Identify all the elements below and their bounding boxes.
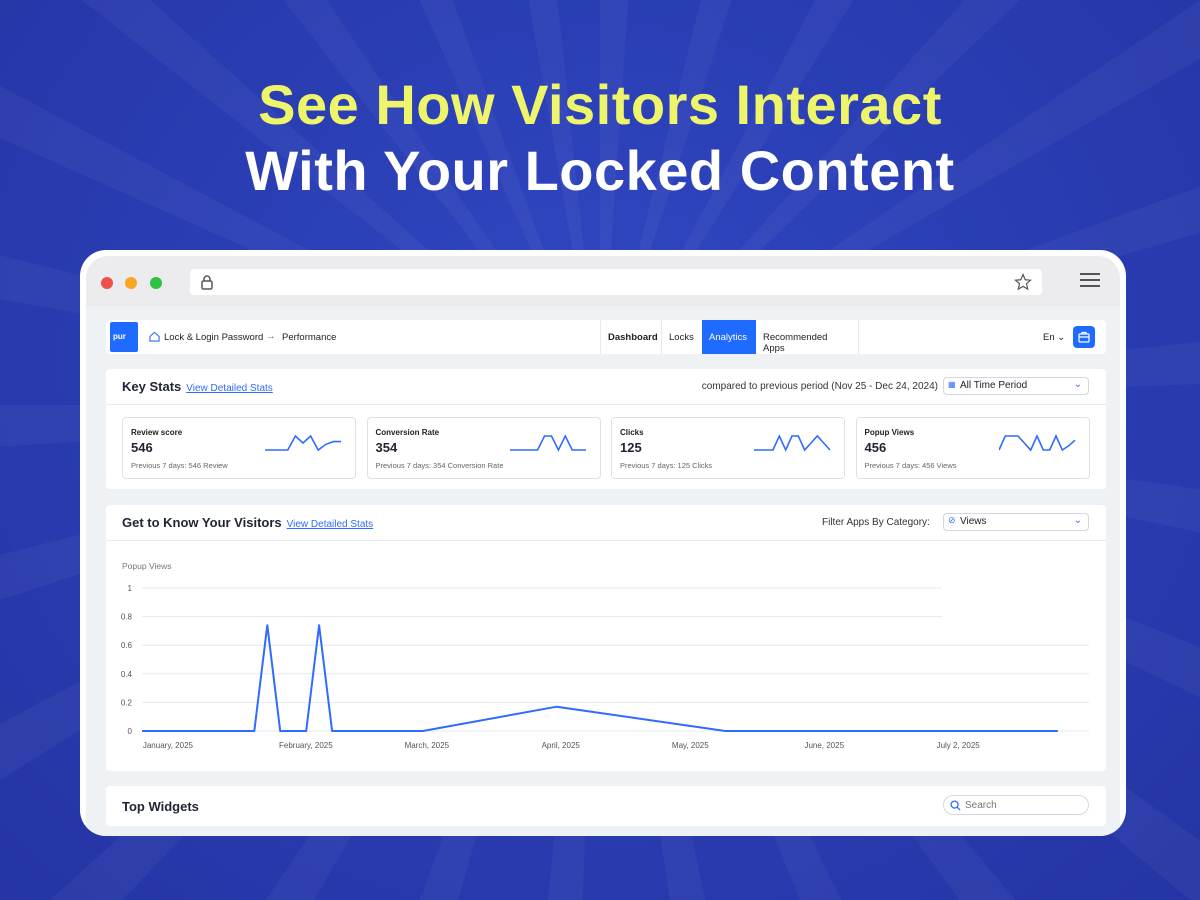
stat-label: Review score	[131, 428, 183, 437]
x-tick-label: January, 2025	[143, 741, 194, 750]
address-bar[interactable]	[190, 269, 1042, 295]
chevron-down-icon: ⌄	[1073, 515, 1082, 526]
popup-views-chart: Popup Views 1 0.8 0.6 0.4 0.2 0 January, 2025 Fe…	[121, 561, 1089, 750]
y-tick-label: 0.2	[121, 698, 133, 707]
breadcrumb-current: Performance	[282, 332, 337, 343]
tab-recommended-apps[interactable]: Recommended Apps	[756, 320, 859, 354]
stat-card: Review score 546 Previous 7 days: 546 Re…	[122, 417, 356, 479]
sparkline	[754, 434, 831, 452]
stat-previous: Previous 7 days: 546 Review	[131, 461, 228, 470]
stat-value: 546	[131, 440, 153, 455]
stat-label: Popup Views	[864, 428, 915, 437]
app-content: pur Lock & Login Password → Performance …	[86, 306, 1120, 836]
chevron-down-icon: ⌄	[1073, 379, 1082, 390]
sparkline	[509, 434, 586, 452]
stat-previous: Previous 7 days: 456 Views	[864, 461, 957, 470]
logo: pur	[110, 322, 138, 352]
hamburger-menu-icon[interactable]	[1080, 272, 1100, 288]
briefcase-button[interactable]	[1073, 326, 1095, 348]
stat-card: Conversion Rate 354 Previous 7 days: 354…	[366, 417, 601, 479]
tab-dashboard[interactable]: Dashboard	[600, 320, 661, 354]
y-tick-label: 0.4	[121, 670, 133, 679]
y-tick-label: 1	[128, 584, 133, 593]
search-input[interactable]: Search	[943, 795, 1089, 815]
maximize-dot[interactable]	[150, 277, 162, 289]
browser-window: pur Lock & Login Password → Performance …	[80, 250, 1126, 836]
x-tick-label: May, 2025	[672, 741, 709, 750]
top-widgets-card: Top Widgets Search	[106, 786, 1106, 826]
top-nav: pur Lock & Login Password → Performance …	[106, 320, 1106, 354]
breadcrumb-item[interactable]: Lock & Login Password	[164, 332, 264, 343]
minimize-dot[interactable]	[125, 277, 137, 289]
compared-text: compared to previous period (Nov 25 - De…	[701, 381, 938, 392]
sparkline	[998, 434, 1076, 452]
series-line	[142, 624, 1058, 732]
x-tick-label: April, 2025	[542, 741, 581, 750]
view-detailed-stats-link[interactable]: View Detailed Stats	[186, 383, 273, 394]
home-icon[interactable]	[149, 331, 160, 342]
tab-locks[interactable]: Locks	[661, 320, 701, 354]
lock-icon	[201, 275, 213, 290]
stat-label: Conversion Rate	[375, 428, 440, 437]
search-icon	[950, 800, 961, 811]
stat-previous: Previous 7 days: 125 Clicks	[620, 461, 713, 470]
calendar-icon: ▦	[948, 380, 956, 389]
x-tick-label: July 2, 2025	[937, 741, 981, 750]
stat-value: 125	[620, 440, 642, 455]
sparkline-line	[509, 434, 586, 452]
headline-line1: See How Visitors Interact	[258, 73, 942, 136]
language-select[interactable]: En ⌄	[1043, 332, 1066, 343]
views-icon: ⊘	[948, 515, 956, 525]
divider	[106, 404, 1106, 405]
stat-card: Clicks 125 Previous 7 days: 125 Clicks	[611, 417, 845, 479]
arrow-right-icon: →	[266, 331, 276, 342]
category-filter-select[interactable]: ⊘ Views ⌄	[943, 513, 1089, 531]
y-axis-label: Popup Views	[122, 561, 171, 571]
key-stats-title: Key Stats View Detailed Stats	[122, 379, 273, 394]
y-tick-label: 0	[128, 727, 133, 736]
sparkline-line	[998, 434, 1076, 452]
stat-label: Clicks	[620, 428, 644, 437]
close-dot[interactable]	[101, 277, 113, 289]
briefcase-icon	[1078, 331, 1090, 343]
divider	[106, 540, 1106, 541]
visitors-card: Get to Know Your Visitors View Detailed S…	[106, 505, 1106, 771]
y-tick-label: 0.6	[121, 641, 133, 650]
key-stats-card: Key Stats View Detailed Stats compared to…	[106, 369, 1106, 489]
headline-line2: With Your Locked Content	[245, 139, 955, 202]
view-detailed-stats-link[interactable]: View Detailed Stats	[286, 519, 374, 530]
tab-analytics[interactable]: Analytics	[702, 320, 756, 354]
stat-previous: Previous 7 days: 354 Conversion Rate	[375, 461, 504, 470]
filter-label: Filter Apps By Category:	[822, 517, 930, 528]
sparkline	[265, 434, 341, 452]
stat-value: 354	[375, 440, 398, 455]
stat-value: 456	[864, 440, 887, 455]
period-select[interactable]: ▦ All Time Period ⌄	[943, 377, 1089, 395]
top-widgets-title: Top Widgets	[122, 799, 199, 814]
x-tick-label: March, 2025	[405, 741, 450, 750]
sparkline-line	[754, 434, 831, 452]
star-icon[interactable]	[1014, 273, 1032, 291]
x-tick-label: February, 2025	[279, 741, 333, 750]
browser-toolbar	[86, 256, 1120, 306]
y-tick-label: 0.8	[121, 613, 133, 622]
visitors-title: Get to Know Your Visitors View Detailed S…	[122, 515, 374, 530]
stat-card: Popup Views 456 Previous 7 days: 456 Vie…	[855, 417, 1090, 479]
sparkline-line	[265, 434, 341, 452]
x-tick-label: June, 2025	[804, 741, 844, 750]
